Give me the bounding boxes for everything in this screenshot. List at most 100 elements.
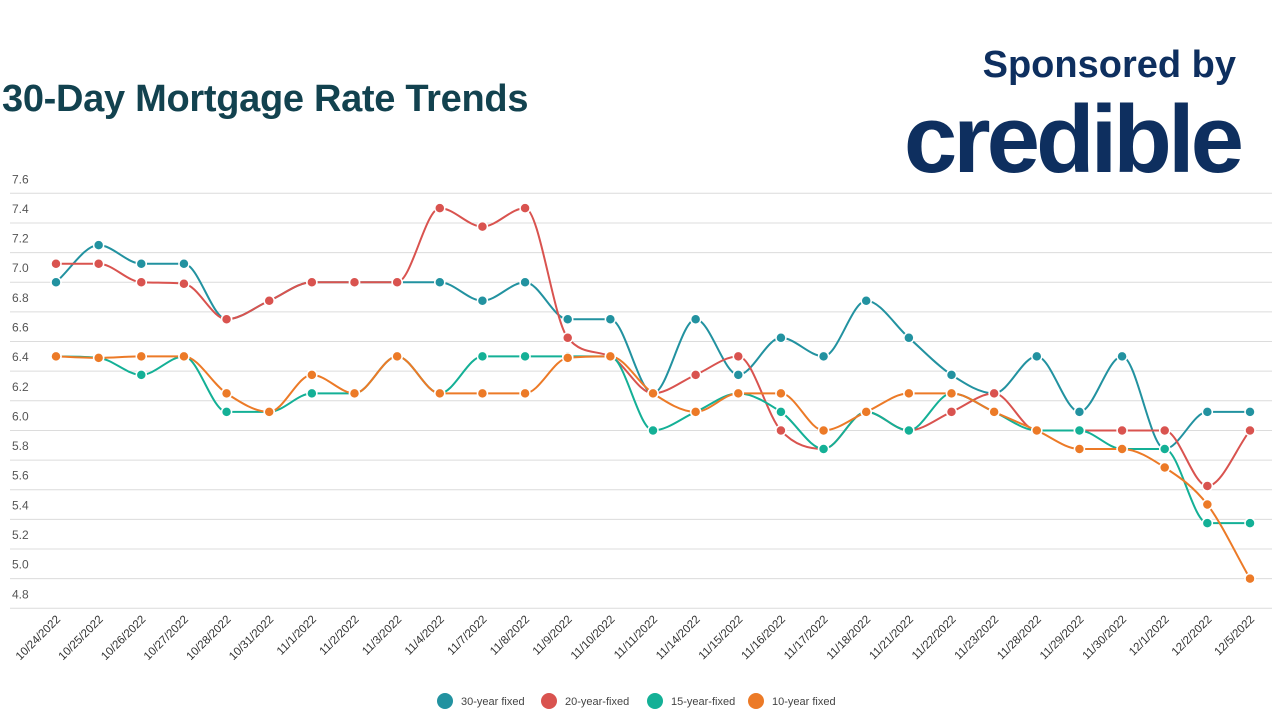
y-tick-label: 6.8: [12, 291, 29, 305]
data-point-20-year-fixed: [561, 332, 574, 344]
legend-item-10-year-fixed: 10-year fixed: [748, 693, 836, 709]
data-point-30-year-fixed: [476, 295, 489, 307]
x-tick-label: 11/16/2022: [739, 614, 788, 663]
data-point-10-year-fixed: [391, 350, 403, 363]
x-tick-label: 10/25/2022: [57, 614, 106, 663]
data-point-20-year-fixed: [92, 257, 105, 270]
x-tick-label: 11/18/2022: [825, 614, 874, 663]
x-tick-label: 11/4/2022: [403, 614, 447, 658]
y-tick-label: 7.4: [12, 202, 29, 216]
data-point-20-year-fixed: [689, 369, 702, 381]
data-point-20-year-fixed: [263, 295, 275, 307]
y-tick-label: 7.6: [12, 172, 29, 186]
data-point-20-year-fixed: [1158, 424, 1171, 437]
y-tick-label: 4.8: [12, 587, 29, 601]
data-point-10-year-fixed: [1158, 461, 1171, 474]
data-point-20-year-fixed: [1201, 480, 1214, 492]
sponsor-text: Sponsored by: [982, 44, 1236, 86]
data-point-15-year-fixed: [519, 350, 531, 363]
data-point-10-year-fixed: [604, 350, 617, 363]
data-point-10-year-fixed: [817, 424, 830, 437]
data-point-10-year-fixed: [220, 387, 233, 400]
data-point-10-year-fixed: [348, 387, 361, 400]
data-point-10-year-fixed: [519, 387, 531, 400]
data-point-10-year-fixed: [178, 350, 190, 363]
data-point-15-year-fixed: [306, 387, 318, 400]
data-point-20-year-fixed: [178, 277, 190, 290]
data-point-30-year-fixed: [1031, 350, 1043, 363]
x-tick-label: 11/11/2022: [612, 614, 660, 662]
data-point-15-year-fixed: [220, 406, 233, 418]
data-point-10-year-fixed: [434, 387, 446, 400]
data-point-10-year-fixed: [945, 387, 958, 400]
legend-label: 30-year fixed: [461, 696, 525, 708]
x-tick-label: 10/24/2022: [14, 614, 63, 663]
data-point-30-year-fixed: [1244, 406, 1256, 418]
data-point-30-year-fixed: [135, 257, 148, 270]
x-tick-label: 11/2/2022: [318, 614, 362, 658]
y-tick-label: 7.0: [12, 261, 29, 275]
legend-label: 15-year-fixed: [671, 696, 735, 708]
data-point-30-year-fixed: [604, 313, 617, 326]
data-point-15-year-fixed: [476, 350, 489, 363]
data-point-10-year-fixed: [775, 387, 787, 400]
x-tick-label: 11/1/2022: [275, 614, 319, 658]
data-point-10-year-fixed: [1073, 443, 1086, 455]
data-point-30-year-fixed: [903, 332, 915, 344]
data-point-20-year-fixed: [775, 424, 787, 437]
legend-label: 10-year fixed: [772, 696, 836, 708]
data-point-20-year-fixed: [476, 220, 489, 233]
legend: 30-year fixed 20-year-fixed 15-year-fixed 1…: [437, 693, 836, 709]
legend-marker: [647, 693, 663, 709]
data-point-15-year-fixed: [1201, 517, 1214, 529]
x-tick-label: 11/10/2022: [569, 614, 618, 663]
data-point-20-year-fixed: [519, 202, 531, 214]
data-point-30-year-fixed: [519, 276, 531, 288]
data-point-10-year-fixed: [263, 406, 275, 418]
data-point-15-year-fixed: [1244, 517, 1256, 529]
legend-item-15-year-fixed: 15-year-fixed: [647, 693, 735, 709]
data-point-30-year-fixed: [860, 295, 872, 307]
data-point-20-year-fixed: [988, 387, 1000, 400]
x-tick-label: 11/15/2022: [697, 614, 746, 663]
x-tick-label: 11/17/2022: [782, 614, 831, 663]
x-tick-label: 11/29/2022: [1038, 614, 1087, 663]
data-point-20-year-fixed: [135, 276, 148, 288]
data-point-20-year-fixed: [220, 313, 233, 326]
data-point-30-year-fixed: [732, 369, 745, 381]
legend-marker: [748, 693, 764, 709]
data-point-10-year-fixed: [50, 350, 62, 363]
x-tick-label: 10/26/2022: [99, 614, 148, 663]
y-tick-label: 6.2: [12, 380, 29, 394]
data-point-20-year-fixed: [50, 257, 62, 270]
data-point-30-year-fixed: [50, 276, 62, 288]
legend-marker: [541, 693, 557, 709]
y-tick-label: 5.4: [12, 498, 29, 512]
y-tick-label: 7.2: [12, 232, 29, 246]
x-tick-label: 12/1/2022: [1127, 614, 1172, 659]
y-tick-label: 6.6: [12, 321, 29, 335]
data-point-10-year-fixed: [903, 387, 915, 400]
data-point-10-year-fixed: [306, 369, 318, 381]
data-point-20-year-fixed: [434, 202, 446, 214]
data-point-30-year-fixed: [178, 257, 190, 270]
data-point-10-year-fixed: [1244, 572, 1256, 585]
x-tick-label: 11/7/2022: [445, 614, 489, 658]
legend-item-20-year-fixed: 20-year-fixed: [541, 693, 629, 709]
series-points: [50, 202, 1256, 585]
legend-label: 20-year-fixed: [565, 696, 629, 708]
data-point-10-year-fixed: [988, 406, 1000, 418]
data-point-30-year-fixed: [561, 313, 574, 326]
y-tick-label: 5.6: [12, 469, 29, 483]
x-tick-label: 12/5/2022: [1212, 614, 1257, 659]
y-tick-label: 5.0: [12, 558, 29, 572]
data-point-15-year-fixed: [903, 424, 915, 437]
data-point-15-year-fixed: [647, 424, 659, 437]
data-point-20-year-fixed: [348, 276, 361, 288]
series-line-15-year-fixed: [55, 355, 1250, 525]
data-point-20-year-fixed: [945, 406, 958, 418]
data-point-30-year-fixed: [1073, 406, 1086, 418]
data-point-10-year-fixed: [1201, 498, 1214, 511]
data-point-30-year-fixed: [945, 369, 958, 381]
data-point-10-year-fixed: [135, 350, 148, 363]
